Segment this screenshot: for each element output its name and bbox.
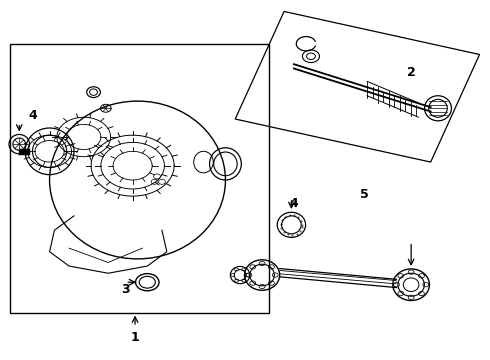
Text: 4: 4 xyxy=(28,109,37,122)
Text: 2: 2 xyxy=(407,66,416,79)
Text: 3: 3 xyxy=(121,283,129,296)
Text: 1: 1 xyxy=(131,331,140,344)
Text: 4: 4 xyxy=(290,197,298,210)
Bar xyxy=(10,44,270,313)
Text: 5: 5 xyxy=(360,188,369,201)
